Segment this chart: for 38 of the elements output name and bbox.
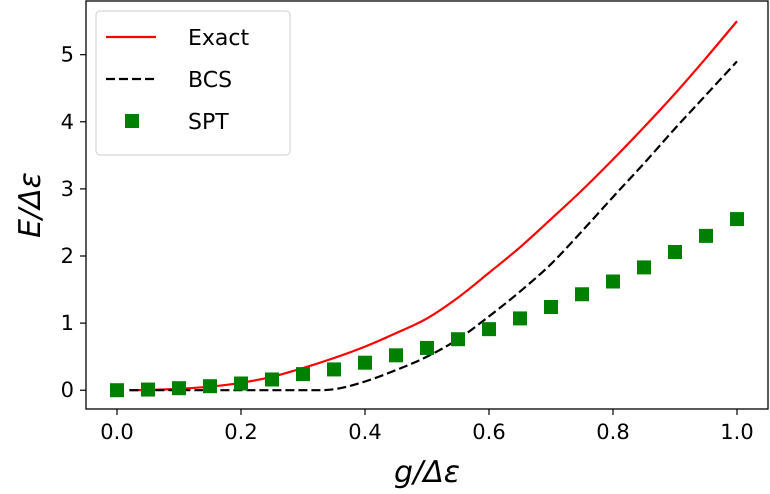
point [358, 356, 372, 370]
point [234, 376, 248, 390]
legend-label: SPT [188, 110, 230, 135]
point [513, 311, 527, 326]
point [699, 228, 713, 243]
x-tick-label: 0.4 [348, 420, 382, 444]
point [451, 332, 465, 346]
y-tick-label: 2 [60, 244, 74, 268]
x-tick-label: 0.6 [472, 420, 506, 444]
point [389, 348, 403, 362]
point [606, 274, 620, 288]
point [668, 244, 682, 259]
point [265, 372, 279, 386]
y-tick-label: 0 [60, 378, 74, 402]
point [203, 379, 217, 394]
legend-label: BCS [188, 68, 232, 93]
point [544, 300, 558, 314]
x-tick-label: 0.2 [224, 420, 258, 444]
y-tick-label: 4 [60, 110, 74, 134]
x-axis-title: g/Δε [394, 455, 460, 490]
point [172, 381, 186, 396]
y-tick-label: 5 [60, 42, 74, 67]
y-axis-title: E/Δε [13, 172, 48, 238]
point [141, 382, 155, 397]
x-tick-label: 1.0 [720, 420, 754, 444]
point [575, 287, 589, 302]
point [327, 362, 341, 376]
point [420, 340, 434, 355]
y-tick-label: 1 [60, 311, 74, 336]
point [110, 383, 124, 398]
point [730, 212, 744, 226]
point [296, 367, 310, 382]
x-tick-label: 0.8 [596, 420, 630, 444]
point [482, 322, 496, 336]
x-tick-label: 0.0 [100, 420, 134, 444]
y-tick-label: 3 [60, 176, 74, 201]
legend-label: Exact [188, 26, 250, 51]
point [637, 260, 651, 274]
